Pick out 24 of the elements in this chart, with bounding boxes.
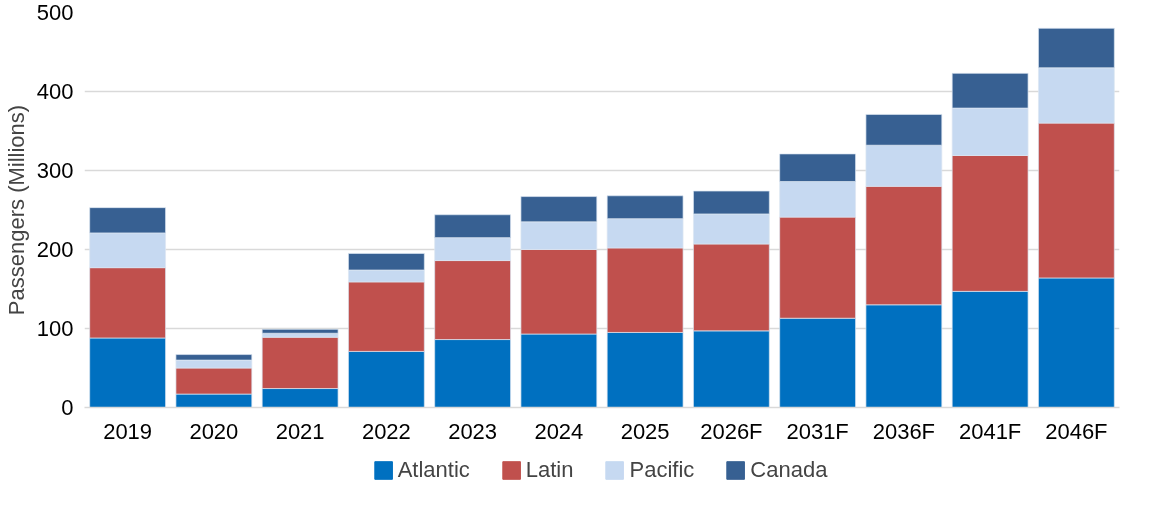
- x-tick-label: 2020: [189, 418, 239, 444]
- legend-label: Pacific: [629, 457, 695, 483]
- x-tick-label: 2025: [620, 418, 670, 444]
- legend-label: Atlantic: [397, 457, 470, 483]
- x-tick-label: 2046F: [1045, 418, 1108, 444]
- y-tick-label: 200: [36, 237, 74, 262]
- x-tick-label: 2019: [103, 418, 153, 444]
- y-tick-label: 100: [36, 316, 74, 341]
- x-tick-label: 2024: [534, 418, 584, 444]
- x-tick-label: 2023: [448, 418, 498, 444]
- y-tick-label: 400: [36, 79, 74, 104]
- legend-label: Canada: [750, 457, 828, 483]
- legend-label: Latin: [525, 457, 574, 483]
- bar: [261, 328, 339, 334]
- y-tick-label: 500: [36, 0, 74, 25]
- x-tick-label: 2026F: [700, 418, 763, 444]
- y-tick-label: 0: [61, 395, 74, 420]
- x-tick-label: 2022: [361, 418, 411, 444]
- x-tick-label: 2031F: [786, 418, 849, 444]
- y-axis-title: Passengers (Millions): [3, 104, 29, 316]
- y-tick-label: 300: [36, 158, 74, 183]
- x-tick-label: 2036F: [872, 418, 936, 444]
- x-tick-label: 2041F: [958, 418, 1022, 444]
- x-tick-label: 2021: [275, 418, 325, 444]
